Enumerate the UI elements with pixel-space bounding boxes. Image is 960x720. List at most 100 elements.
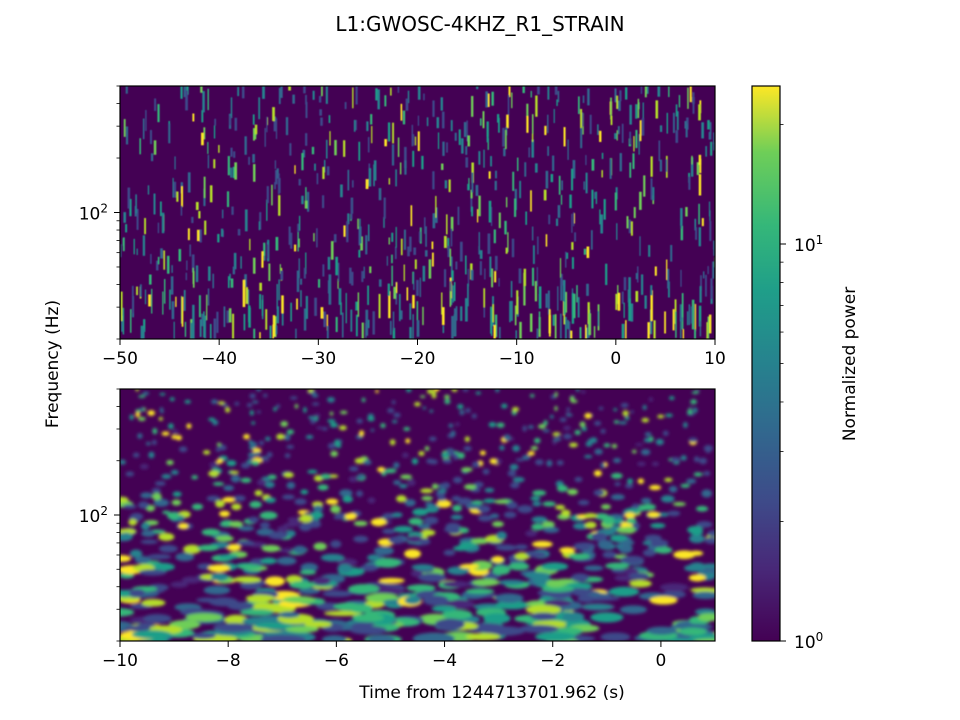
heatmap-cell	[566, 407, 571, 411]
heatmap-cell	[585, 172, 588, 194]
heatmap-cell	[248, 516, 259, 524]
heatmap-cell	[363, 266, 365, 279]
heatmap-cell	[401, 452, 409, 458]
heatmap-cell	[493, 324, 496, 339]
heatmap-cell	[622, 410, 629, 417]
heatmap-cell	[414, 401, 421, 407]
heatmap-cell	[556, 434, 562, 439]
heatmap-cell	[213, 159, 216, 169]
heatmap-cell	[652, 187, 655, 201]
heatmap-cell	[431, 483, 439, 490]
heatmap-cell	[698, 227, 702, 247]
heatmap-cell	[648, 397, 654, 402]
heatmap-cell	[212, 481, 225, 486]
heatmap-cell	[577, 297, 580, 318]
heatmap-cell	[442, 458, 452, 464]
heatmap-cell	[441, 111, 445, 129]
heatmap-cell	[610, 493, 625, 501]
heatmap-cell	[435, 195, 437, 218]
heatmap-cell	[593, 470, 602, 477]
heatmap-cell	[655, 100, 659, 119]
heatmap-cell	[651, 461, 660, 467]
heatmap-cell	[128, 588, 146, 598]
heatmap-cell	[589, 437, 598, 444]
heatmap-cell	[375, 389, 379, 394]
heatmap-cell	[472, 461, 481, 468]
heatmap-cell	[582, 603, 614, 610]
heatmap-cell	[266, 116, 268, 133]
heatmap-cell	[226, 460, 237, 467]
heatmap-cell	[157, 104, 160, 123]
heatmap-cell	[534, 163, 538, 173]
heatmap-cell	[335, 316, 338, 333]
heatmap-cell	[259, 282, 262, 291]
heatmap-cell	[221, 209, 224, 219]
heatmap-cell	[686, 478, 697, 484]
heatmap-cell	[142, 328, 145, 339]
heatmap-cell	[423, 93, 425, 101]
heatmap-cell	[503, 511, 517, 519]
heatmap-cell	[392, 327, 396, 339]
heatmap-cell	[196, 229, 200, 242]
heatmap-cell	[387, 122, 391, 142]
heatmap-cell	[123, 119, 126, 137]
heatmap-cell	[637, 478, 645, 484]
heatmap-cell	[191, 503, 204, 510]
heatmap-cell	[286, 444, 295, 449]
heatmap-cell	[455, 422, 460, 427]
heatmap-cell	[229, 115, 232, 126]
heatmap-cell	[195, 201, 199, 211]
heatmap-cell	[698, 154, 702, 165]
heatmap-cell	[199, 229, 202, 243]
heatmap-cell	[133, 238, 135, 255]
heatmap-cell	[709, 122, 712, 135]
heatmap-cell	[164, 279, 166, 304]
heatmap-cell	[136, 208, 139, 230]
heatmap-cell	[616, 95, 619, 109]
heatmap-cell	[679, 627, 708, 636]
heatmap-cell	[327, 396, 335, 403]
heatmap-cell	[505, 247, 508, 254]
heatmap-cell	[388, 237, 390, 245]
heatmap-cell	[383, 216, 385, 228]
heatmap-cell	[627, 478, 634, 484]
heatmap-cell	[330, 505, 341, 514]
heatmap-cell	[353, 535, 369, 543]
heatmap-cell	[554, 391, 558, 398]
heatmap-cell	[672, 309, 675, 331]
heatmap-cell	[496, 422, 505, 428]
heatmap-cell	[610, 115, 613, 126]
heatmap-cell	[629, 162, 632, 178]
heatmap-cell	[465, 255, 467, 275]
heatmap-cell	[680, 318, 682, 339]
heatmap-cell	[227, 276, 230, 288]
heatmap-cell	[424, 446, 430, 452]
heatmap-cell	[518, 268, 522, 284]
heatmap-cell	[288, 520, 300, 527]
heatmap-cell	[416, 279, 419, 296]
colorbar-tick-label: 100	[794, 630, 823, 653]
heatmap-cell	[690, 399, 697, 405]
heatmap-cell	[600, 214, 604, 234]
heatmap-cell	[248, 454, 255, 460]
heatmap-cell	[317, 484, 329, 491]
heatmap-cell	[713, 240, 715, 250]
heatmap-cell	[187, 172, 191, 193]
heatmap-cell	[160, 248, 163, 259]
heatmap-cell	[691, 155, 693, 165]
heatmap-cell	[300, 290, 302, 307]
heatmap-cell	[230, 97, 233, 119]
heatmap-cell	[567, 319, 569, 330]
heatmap-cell	[178, 249, 182, 262]
heatmap-cell	[275, 325, 278, 335]
heatmap-cell	[646, 626, 678, 635]
heatmap-cell	[693, 456, 700, 463]
heatmap-cell	[556, 485, 568, 493]
heatmap-cell	[705, 274, 707, 297]
heatmap-cell	[667, 281, 670, 298]
heatmap-cell	[555, 218, 559, 226]
heatmap-cell	[391, 232, 394, 242]
heatmap-cell	[400, 238, 403, 256]
heatmap-cell	[571, 213, 573, 233]
heatmap-cell	[465, 146, 468, 155]
